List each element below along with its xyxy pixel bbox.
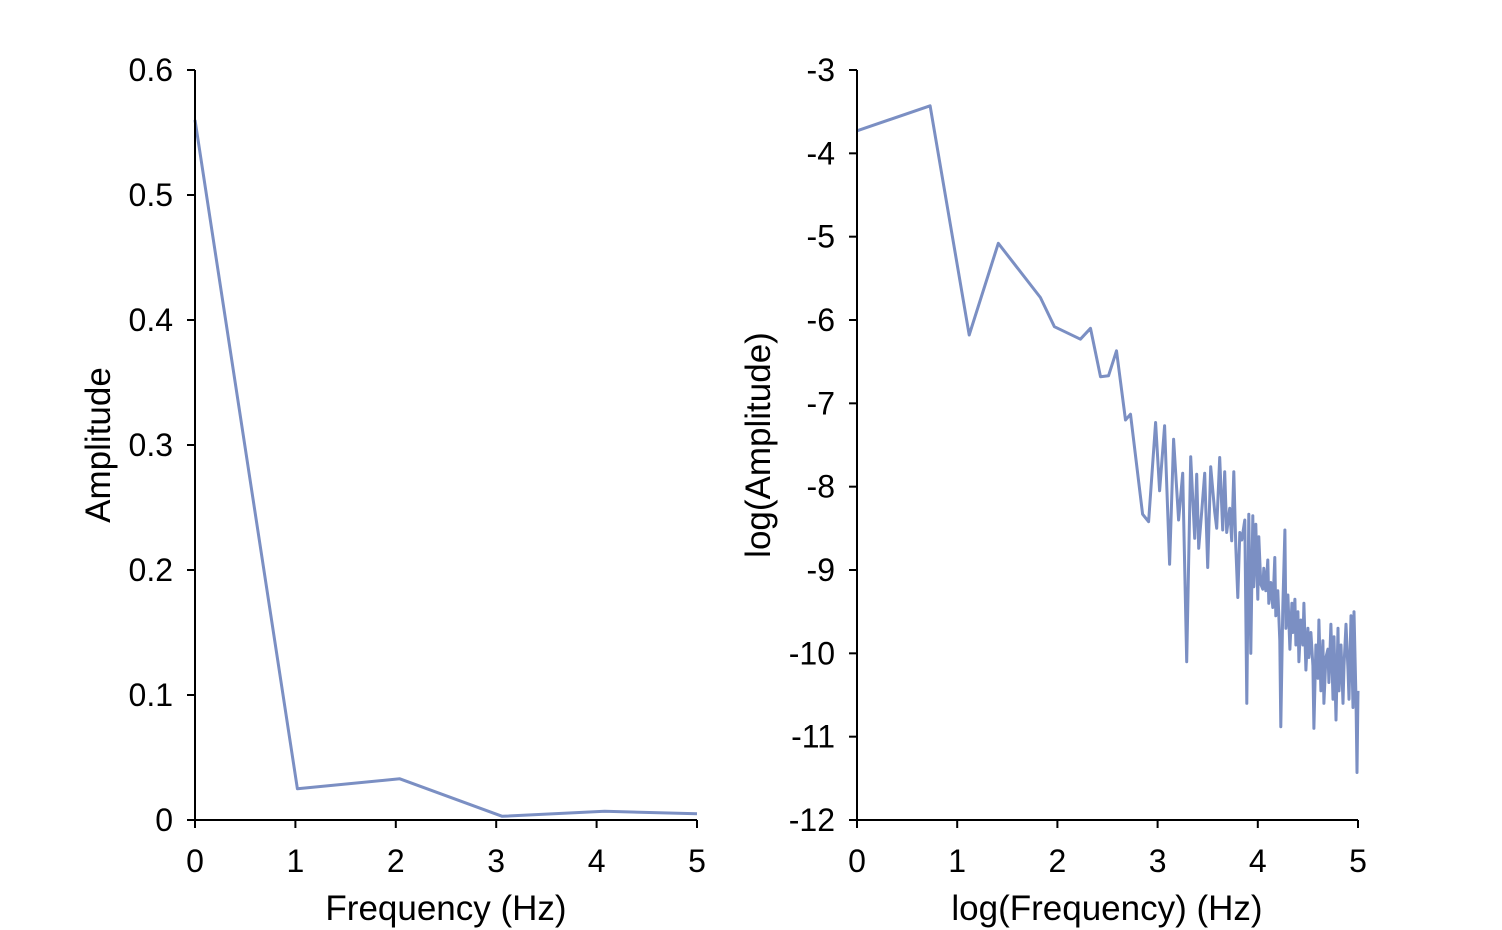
chart-2-x-tick-label: 5 — [1349, 843, 1367, 879]
chart-1-series-line — [193, 119, 698, 818]
chart-1-x-tick-label: 2 — [387, 843, 405, 879]
chart-1-y-tick-label: 0.5 — [129, 177, 173, 213]
chart-2-x-tick-label: 2 — [1049, 843, 1067, 879]
chart-1-y-tick-label: 0.3 — [129, 427, 173, 463]
chart-2-y-tick-label: -12 — [789, 802, 835, 838]
chart-1-x-tick-label: 5 — [688, 843, 706, 879]
chart-1-y-tick-label: 0.6 — [129, 52, 173, 88]
amplitude-spectrum-chart: Frequency (Hz) Amplitude 0 1 2 3 4 5 0 0.1 0.2 0.… — [79, 52, 706, 928]
chart-2-y-tick-label: -6 — [807, 302, 835, 338]
chart-1-x-tick-label: 3 — [487, 843, 505, 879]
chart-2-y-tick-label: -3 — [807, 52, 835, 88]
chart-1-y-axis-label: Amplitude — [79, 367, 118, 523]
chart-1-x-tick-label: 0 — [186, 843, 204, 879]
chart-1-y-tick-label: 0.2 — [129, 552, 173, 588]
chart-2-y-axis-label: log(Amplitude) — [739, 332, 778, 558]
chart-1-y-tick-label: 0.1 — [129, 677, 173, 713]
chart-2-y-tick-label: -5 — [807, 219, 835, 255]
chart-1-y-tick-label: 0.4 — [129, 302, 173, 338]
chart-2-y-tick-label: -8 — [807, 469, 835, 505]
chart-2-x-axis-label: log(Frequency) (Hz) — [951, 889, 1262, 928]
chart-1-y-tick-label: 0 — [155, 802, 173, 838]
chart-2-y-tick-label: -4 — [807, 135, 835, 171]
chart-2-x-tick-label: 0 — [848, 843, 866, 879]
chart-2-y-tick-label: -10 — [789, 635, 835, 671]
chart-1-x-tick-label: 4 — [588, 843, 606, 879]
chart-2-x-tick-label: 3 — [1149, 843, 1167, 879]
chart-2-y-tick-label: -9 — [807, 552, 835, 588]
log-amplitude-spectrum-chart: log(Frequency) (Hz) log(Amplitude) 0 1 2 3 4… — [739, 52, 1367, 928]
chart-2-x-tick-label: 4 — [1249, 843, 1267, 879]
chart-2-y-tick-label: -11 — [791, 719, 835, 755]
chart-2-y-tick-label: -7 — [807, 385, 835, 421]
chart-2-series-line — [856, 104, 1360, 774]
chart-1-x-axis-label: Frequency (Hz) — [325, 889, 566, 928]
chart-1-x-tick-label: 1 — [287, 843, 305, 879]
chart-2-x-tick-label: 1 — [948, 843, 966, 879]
